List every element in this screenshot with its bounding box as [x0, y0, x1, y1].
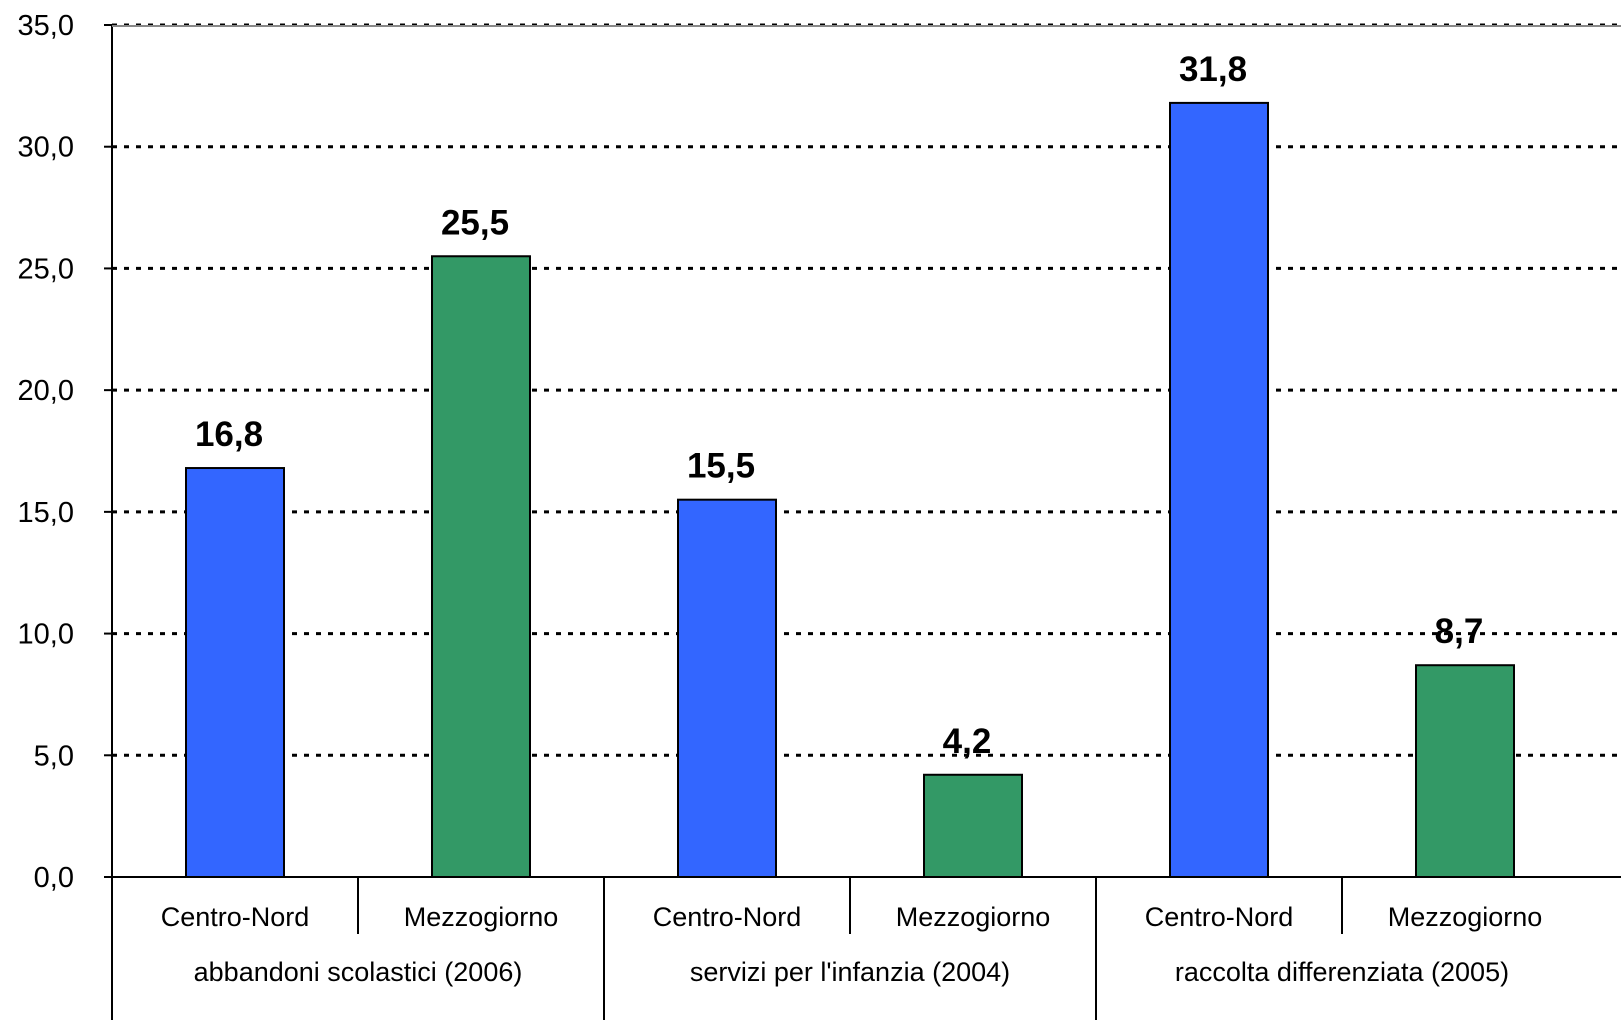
bar-centro-nord: [185, 467, 285, 878]
data-label: 8,7: [1435, 612, 1484, 651]
y-tick-label: 15,0: [18, 497, 74, 529]
group-label: servizi per l'infanzia (2004): [690, 957, 1010, 987]
bar-centro-nord: [1169, 101, 1269, 878]
bar-mezzogiorno: [1415, 664, 1515, 879]
y-tick-label: 0,0: [34, 862, 74, 894]
bar-mezzogiorno: [923, 773, 1023, 879]
bar-mezzogiorno: [431, 255, 531, 878]
category-label: Mezzogiorno: [1388, 902, 1543, 932]
y-tick-label: 25,0: [18, 253, 74, 285]
data-label: 25,5: [441, 203, 509, 242]
y-tick-label: 5,0: [34, 740, 74, 772]
group-label: abbandoni scolastici (2006): [194, 957, 523, 987]
data-label: 15,5: [687, 447, 755, 486]
axes: [104, 24, 1621, 1020]
y-tick-label: 10,0: [18, 619, 74, 651]
group-label: raccolta differenziata (2005): [1175, 957, 1509, 987]
data-label: 31,8: [1179, 50, 1247, 89]
labels: 0,0 5,0 10,0 15,0 20,0 25,0 30,0 35,0 16,8 Centro…: [18, 10, 1543, 987]
bars: [185, 101, 1515, 879]
y-tick-label: 35,0: [18, 10, 74, 42]
data-label: 16,8: [195, 415, 263, 454]
category-label: Mezzogiorno: [404, 902, 559, 932]
category-label: Centro-Nord: [653, 902, 802, 932]
y-tick-label: 30,0: [18, 132, 74, 164]
data-label: 4,2: [943, 722, 992, 761]
category-label: Centro-Nord: [1145, 902, 1294, 932]
category-label: Mezzogiorno: [896, 902, 1051, 932]
bar-centro-nord: [677, 498, 777, 878]
category-label: Centro-Nord: [161, 902, 310, 932]
gridlines: [112, 23, 1621, 757]
y-tick-label: 20,0: [18, 375, 74, 407]
